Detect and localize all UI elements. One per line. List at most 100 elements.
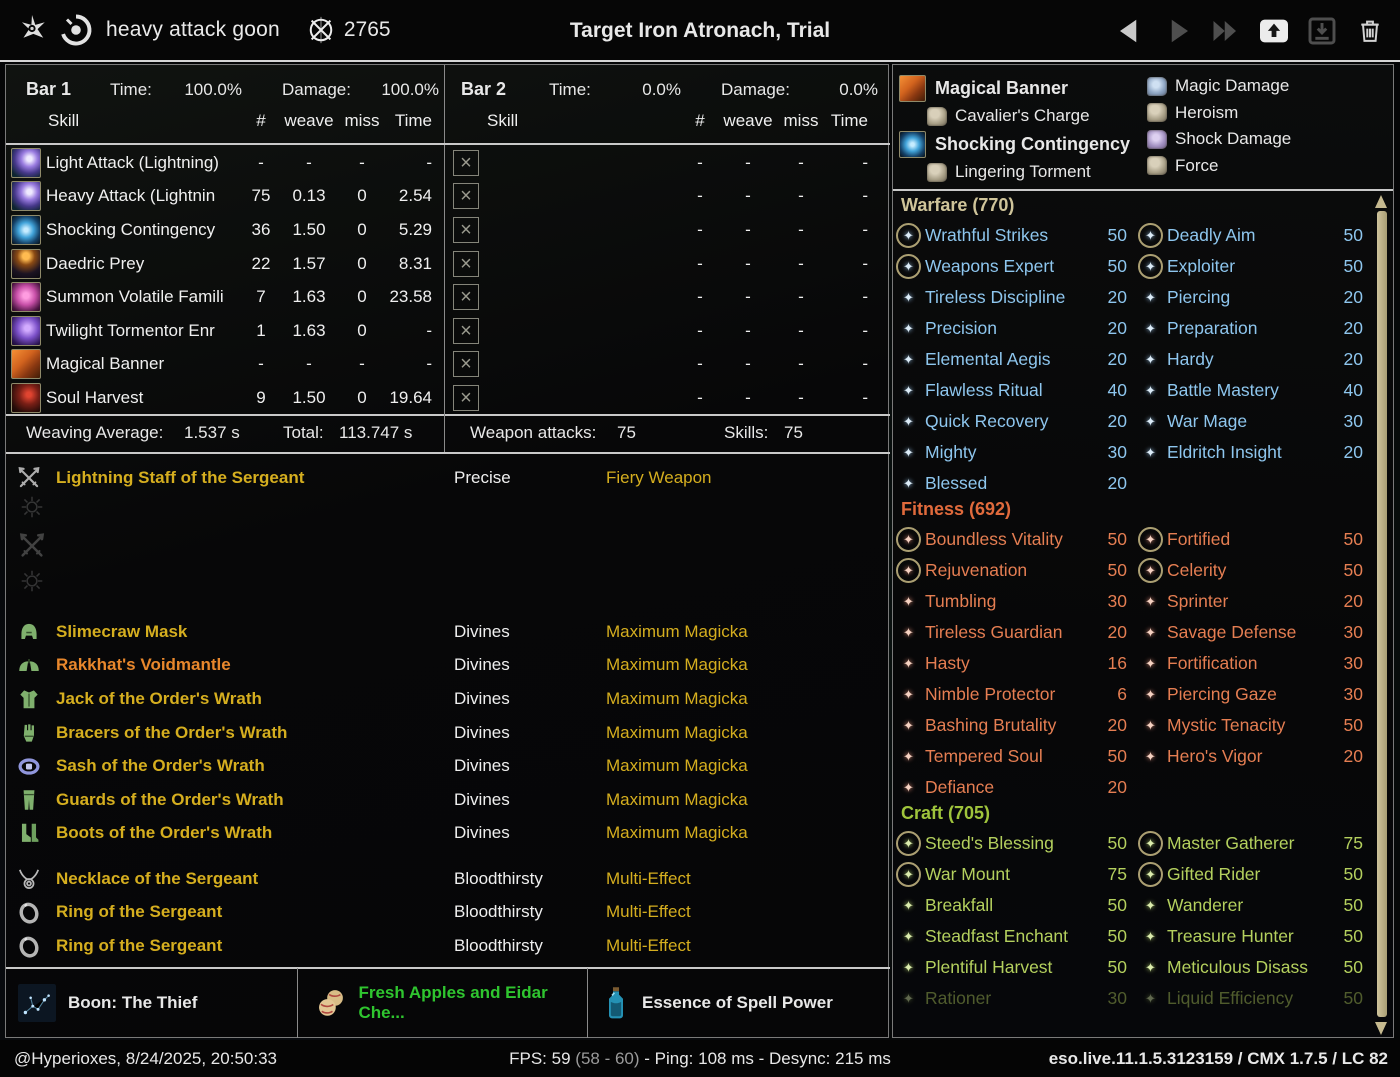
skill-row[interactable]: Daedric Prey 22 1.57 0 8.31	[6, 247, 444, 281]
bar1-time-label: Time:	[110, 80, 152, 99]
delete-fight-button[interactable]	[1352, 14, 1388, 48]
buff-row[interactable]: Heroism	[1147, 100, 1373, 127]
skill-row[interactable]: Magical Banner - - - -	[6, 348, 444, 382]
cp-star-row[interactable]: ✦ Tireless Guardian 20	[893, 617, 1135, 648]
cp-star-row[interactable]: ✦ Hero's Vigor 20	[1135, 741, 1371, 772]
load-fight-button[interactable]	[1304, 14, 1340, 48]
gear-row[interactable]: Bracers of the Order's Wrath Divines Maxim…	[6, 716, 890, 750]
cp-star-row[interactable]: ✦ War Mount 75	[893, 859, 1135, 890]
cp-star-row[interactable]: ✦ Tumbling 30	[893, 586, 1135, 617]
buff-row[interactable]: Magical Banner	[899, 73, 1147, 103]
empty-skill-row[interactable]: × - - - -	[445, 180, 890, 214]
cp-star-row[interactable]: ✦ Blessed 20	[893, 468, 1135, 499]
cp-star-row[interactable]: ✦ Nimble Protector 6	[893, 679, 1135, 710]
cp-star-row[interactable]: ✦ Sprinter 20	[1135, 586, 1371, 617]
next-fight-button[interactable]	[1160, 14, 1196, 48]
gear-row[interactable]: Ring of the Sergeant Bloodthirsty Multi-Ef…	[6, 929, 890, 963]
cp-star-row[interactable]: ✦ Hardy 20	[1135, 344, 1371, 375]
gear-row[interactable]: Ring of the Sergeant Bloodthirsty Multi-Ef…	[6, 896, 890, 930]
cp-star-row[interactable]: ✦ Exploiter 50	[1135, 251, 1371, 282]
buff-sub-row[interactable]: Lingering Torment	[899, 159, 1147, 185]
previous-fight-button[interactable]	[1112, 14, 1148, 48]
gear-row[interactable]: Guards of the Order's Wrath Divines Maximu…	[6, 783, 890, 817]
skill-row[interactable]: Heavy Attack (Lightnin 75 0.13 0 2.54	[6, 180, 444, 214]
cp-star-row[interactable]: ✦ Master Gatherer 75	[1135, 828, 1371, 859]
empty-skill-row[interactable]: × - - - -	[445, 247, 890, 281]
cp-star-row[interactable]: ✦ Quick Recovery 20	[893, 406, 1135, 437]
slotted-star-icon: ✦	[1138, 862, 1163, 887]
cp-star-row[interactable]: ✦ Celerity 50	[1135, 555, 1371, 586]
scroll-down-arrow[interactable]	[1375, 1022, 1387, 1035]
cp-star-row[interactable]: ✦ Fortified 50	[1135, 524, 1371, 555]
cp-star-row[interactable]: ✦ Meticulous Disass 50	[1135, 952, 1371, 983]
empty-skill-row[interactable]: × - - - -	[445, 213, 890, 247]
scroll-up-arrow[interactable]	[1375, 195, 1387, 208]
skill-row[interactable]: Soul Harvest 9 1.50 0 19.64	[6, 381, 444, 415]
cp-star-row[interactable]: ✦ Preparation 20	[1135, 313, 1371, 344]
cp-star-row[interactable]: ✦ Rejuvenation 50	[893, 555, 1135, 586]
cp-star-row[interactable]: ✦ Boundless Vitality 50	[893, 524, 1135, 555]
cp-star-row[interactable]: ✦ Bashing Brutality 20	[893, 710, 1135, 741]
empty-skill-row[interactable]: × - - - -	[445, 314, 890, 348]
scrollbar[interactable]	[1375, 195, 1388, 1035]
cp-star-row[interactable]: ✦ Steed's Blessing 50	[893, 828, 1135, 859]
buff-sub-row[interactable]: Cavalier's Charge	[899, 103, 1147, 129]
gear-row[interactable]: Rakkhat's Voidmantle Divines Maximum Magic…	[6, 649, 890, 683]
cp-star-row[interactable]: ✦ Tempered Soul 50	[893, 741, 1135, 772]
gear-row[interactable]: Sash of the Order's Wrath Divines Maximum …	[6, 749, 890, 783]
cp-star-value: 20	[1107, 622, 1127, 642]
skill-row[interactable]: Summon Volatile Famili 7 1.63 0 23.58	[6, 280, 444, 314]
cp-star-row[interactable]: ✦ Plentiful Harvest 50	[893, 952, 1135, 983]
cp-star-row[interactable]: ✦ Wanderer 50	[1135, 890, 1371, 921]
scroll-thumb[interactable]	[1376, 211, 1387, 1017]
weapon-row[interactable]: Lightning Staff of the Sergeant Precise …	[6, 461, 890, 495]
cp-star-row[interactable]: ✦ Eldritch Insight 20	[1135, 437, 1371, 468]
buff-row[interactable]: Force	[1147, 153, 1373, 180]
save-fight-button[interactable]	[1256, 14, 1292, 48]
cp-columns: ✦ Steed's Blessing 50 ✦ War Mount 75 ✦ Breakfal…	[893, 824, 1371, 1014]
cp-star-value: 50	[1343, 560, 1363, 580]
cp-star-row[interactable]: ✦ Savage Defense 30	[1135, 617, 1371, 648]
gear-row[interactable]: Jack of the Order's Wrath Divines Maximum …	[6, 682, 890, 716]
gear-row[interactable]: Slimecraw Mask Divines Maximum Magicka	[6, 615, 890, 649]
buff-row[interactable]: Magic Damage	[1147, 73, 1373, 100]
empty-skill-row[interactable]: × - - - -	[445, 280, 890, 314]
cp-star-row[interactable]: ✦ Deadly Aim 50	[1135, 220, 1371, 251]
cp-star-row[interactable]: ✦ Flawless Ritual 40	[893, 375, 1135, 406]
cp-star-row[interactable]: ✦ Battle Mastery 40	[1135, 375, 1371, 406]
empty-skill-row[interactable]: × - - - -	[445, 348, 890, 382]
empty-skill-row[interactable]: × - - - -	[445, 381, 890, 415]
cp-star-row[interactable]: ✦ Fortification 30	[1135, 648, 1371, 679]
cp-star-row[interactable]: ✦ Piercing Gaze 30	[1135, 679, 1371, 710]
cp-star-row[interactable]: ✦ Elemental Aegis 20	[893, 344, 1135, 375]
cp-star-row[interactable]: ✦ Treasure Hunter 50	[1135, 921, 1371, 952]
cp-star-row[interactable]: ✦ Hasty 16	[893, 648, 1135, 679]
cp-star-row[interactable]: ✦ Wrathful Strikes 50	[893, 220, 1135, 251]
gear-row[interactable]: Boots of the Order's Wrath Divines Maximum…	[6, 817, 890, 851]
skill-row[interactable]: Light Attack (Lightning) - - - -	[6, 146, 444, 180]
cp-star-row[interactable]: ✦ Rationer 30	[893, 983, 1135, 1014]
cp-star-row[interactable]: ✦ Mystic Tenacity 50	[1135, 710, 1371, 741]
cp-star-row[interactable]: ✦ War Mage 30	[1135, 406, 1371, 437]
cp-star-row[interactable]: ✦ Gifted Rider 50	[1135, 859, 1371, 890]
last-fight-button[interactable]	[1208, 14, 1244, 48]
cp-star-row[interactable]: ✦ Tireless Discipline 20	[893, 282, 1135, 313]
cp-star-row[interactable]: ✦ Defiance 20	[893, 772, 1135, 803]
skill-row[interactable]: Shocking Contingency 36 1.50 0 5.29	[6, 213, 444, 247]
skill-row[interactable]: Twilight Tormentor Enr 1 1.63 0 -	[6, 314, 444, 348]
cp-star-row[interactable]: ✦ Piercing 20	[1135, 282, 1371, 313]
cp-star-row[interactable]: ✦ Breakfall 50	[893, 890, 1135, 921]
gear-row[interactable]: Necklace of the Sergeant Bloodthirsty Mult…	[6, 862, 890, 896]
cp-star-row[interactable]: ✦ Steadfast Enchant 50	[893, 921, 1135, 952]
potion-item[interactable]: Essence of Spell Power	[588, 968, 888, 1038]
cp-star-row[interactable]: ✦ Weapons Expert 50	[893, 251, 1135, 282]
buff-row[interactable]: Shocking Contingency	[899, 129, 1147, 159]
cp-star-row[interactable]: ✦ Mighty 30	[893, 437, 1135, 468]
boon-item[interactable]: Boon: The Thief	[6, 968, 297, 1038]
cp-star-row[interactable]: ✦ Precision 20	[893, 313, 1135, 344]
food-item[interactable]: Fresh Apples and Eidar Che...	[298, 968, 587, 1038]
buff-row[interactable]: Shock Damage	[1147, 126, 1373, 153]
skill-name: Daedric Prey	[46, 253, 145, 273]
cp-star-row[interactable]: ✦ Liquid Efficiency 50	[1135, 983, 1371, 1014]
empty-skill-row[interactable]: × - - - -	[445, 146, 890, 180]
